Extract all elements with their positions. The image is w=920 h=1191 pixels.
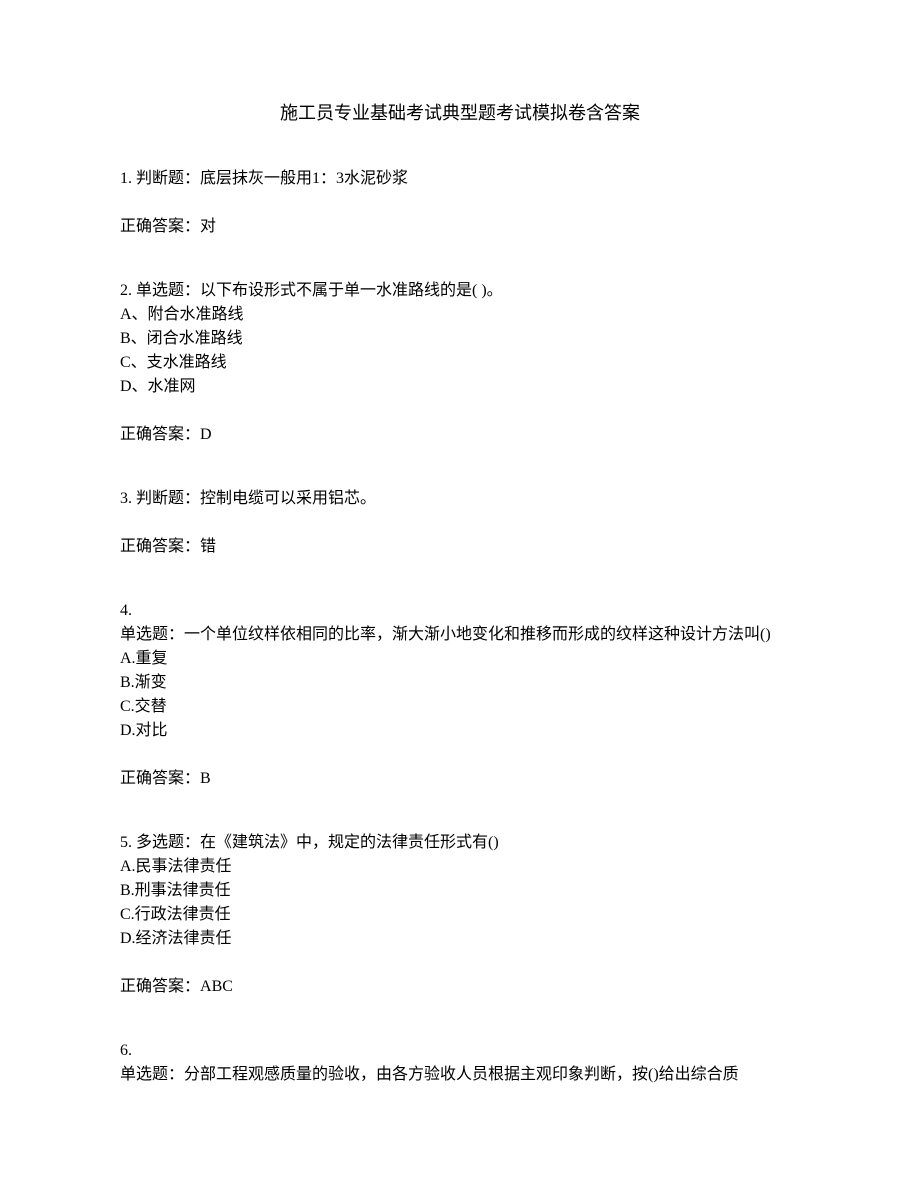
question-4-number: 4.: [120, 599, 800, 623]
question-2-answer: 正确答案：D: [120, 423, 800, 447]
question-2-text: 2. 单选题：以下布设形式不属于单一水准路线的是( )。: [120, 279, 800, 303]
answer-label: 正确答案：: [120, 538, 200, 555]
question-5-option-c: C.行政法律责任: [120, 903, 800, 927]
answer-label: 正确答案：: [120, 218, 200, 235]
answer-value: D: [200, 426, 212, 443]
question-2: 2. 单选题：以下布设形式不属于单一水准路线的是( )。 A、附合水准路线 B、…: [120, 279, 800, 447]
question-4-answer: 正确答案：B: [120, 767, 800, 791]
answer-value: 错: [200, 538, 216, 555]
answer-value: ABC: [200, 978, 233, 995]
answer-value: 对: [200, 218, 216, 235]
question-1-type: 判断题：: [136, 170, 200, 187]
question-6: 6. 单选题：分部工程观感质量的验收，由各方验收人员根据主观印象判断，按()给出…: [120, 1039, 800, 1087]
question-2-option-d: D、水准网: [120, 375, 800, 399]
question-5-content: 在《建筑法》中，规定的法律责任形式有(): [200, 834, 499, 851]
question-4-type: 单选题：: [120, 626, 184, 643]
question-2-option-b: B、闭合水准路线: [120, 327, 800, 351]
question-6-content: 分部工程观感质量的验收，由各方验收人员根据主观印象判断，按()给出综合质: [184, 1066, 739, 1083]
answer-label: 正确答案：: [120, 978, 200, 995]
question-3-type: 判断题：: [136, 490, 200, 507]
question-3-content: 控制电缆可以采用铝芯。: [200, 490, 376, 507]
question-5-number: 5.: [120, 834, 132, 851]
question-5-text: 5. 多选题：在《建筑法》中，规定的法律责任形式有(): [120, 831, 800, 855]
question-1-answer: 正确答案：对: [120, 215, 800, 239]
question-3: 3. 判断题：控制电缆可以采用铝芯。 正确答案：错: [120, 487, 800, 559]
question-4-text: 单选题：一个单位纹样依相同的比率，渐大渐小地变化和推移而形成的纹样这种设计方法叫…: [120, 623, 800, 647]
answer-label: 正确答案：: [120, 426, 200, 443]
answer-value: B: [200, 770, 211, 787]
question-2-type: 单选题：: [136, 282, 200, 299]
question-6-number: 6.: [120, 1039, 800, 1063]
question-2-number: 2.: [120, 282, 132, 299]
question-5-option-b: B.刑事法律责任: [120, 879, 800, 903]
question-6-text: 单选题：分部工程观感质量的验收，由各方验收人员根据主观印象判断，按()给出综合质: [120, 1063, 800, 1087]
page-title: 施工员专业基础考试典型题考试模拟卷含答案: [120, 100, 800, 127]
question-1-number: 1.: [120, 170, 132, 187]
question-1-text: 1. 判断题：底层抹灰一般用1：3水泥砂浆: [120, 167, 800, 191]
question-5-option-d: D.经济法律责任: [120, 927, 800, 951]
question-5: 5. 多选题：在《建筑法》中，规定的法律责任形式有() A.民事法律责任 B.刑…: [120, 831, 800, 999]
question-1: 1. 判断题：底层抹灰一般用1：3水泥砂浆 正确答案：对: [120, 167, 800, 239]
question-4-option-c: C.交替: [120, 695, 800, 719]
question-1-content: 底层抹灰一般用1：3水泥砂浆: [200, 170, 408, 187]
question-2-content: 以下布设形式不属于单一水准路线的是( )。: [200, 282, 503, 299]
question-5-answer: 正确答案：ABC: [120, 975, 800, 999]
question-4-content: 一个单位纹样依相同的比率，渐大渐小地变化和推移而形成的纹样这种设计方法叫(): [184, 626, 771, 643]
question-5-option-a: A.民事法律责任: [120, 855, 800, 879]
question-3-answer: 正确答案：错: [120, 535, 800, 559]
question-4: 4. 单选题：一个单位纹样依相同的比率，渐大渐小地变化和推移而形成的纹样这种设计…: [120, 599, 800, 791]
question-2-option-c: C、支水准路线: [120, 351, 800, 375]
question-2-option-a: A、附合水准路线: [120, 303, 800, 327]
question-3-text: 3. 判断题：控制电缆可以采用铝芯。: [120, 487, 800, 511]
question-4-option-a: A.重复: [120, 647, 800, 671]
question-3-number: 3.: [120, 490, 132, 507]
question-6-type: 单选题：: [120, 1066, 184, 1083]
question-4-option-d: D.对比: [120, 719, 800, 743]
question-5-type: 多选题：: [136, 834, 200, 851]
answer-label: 正确答案：: [120, 770, 200, 787]
question-4-option-b: B.渐变: [120, 671, 800, 695]
